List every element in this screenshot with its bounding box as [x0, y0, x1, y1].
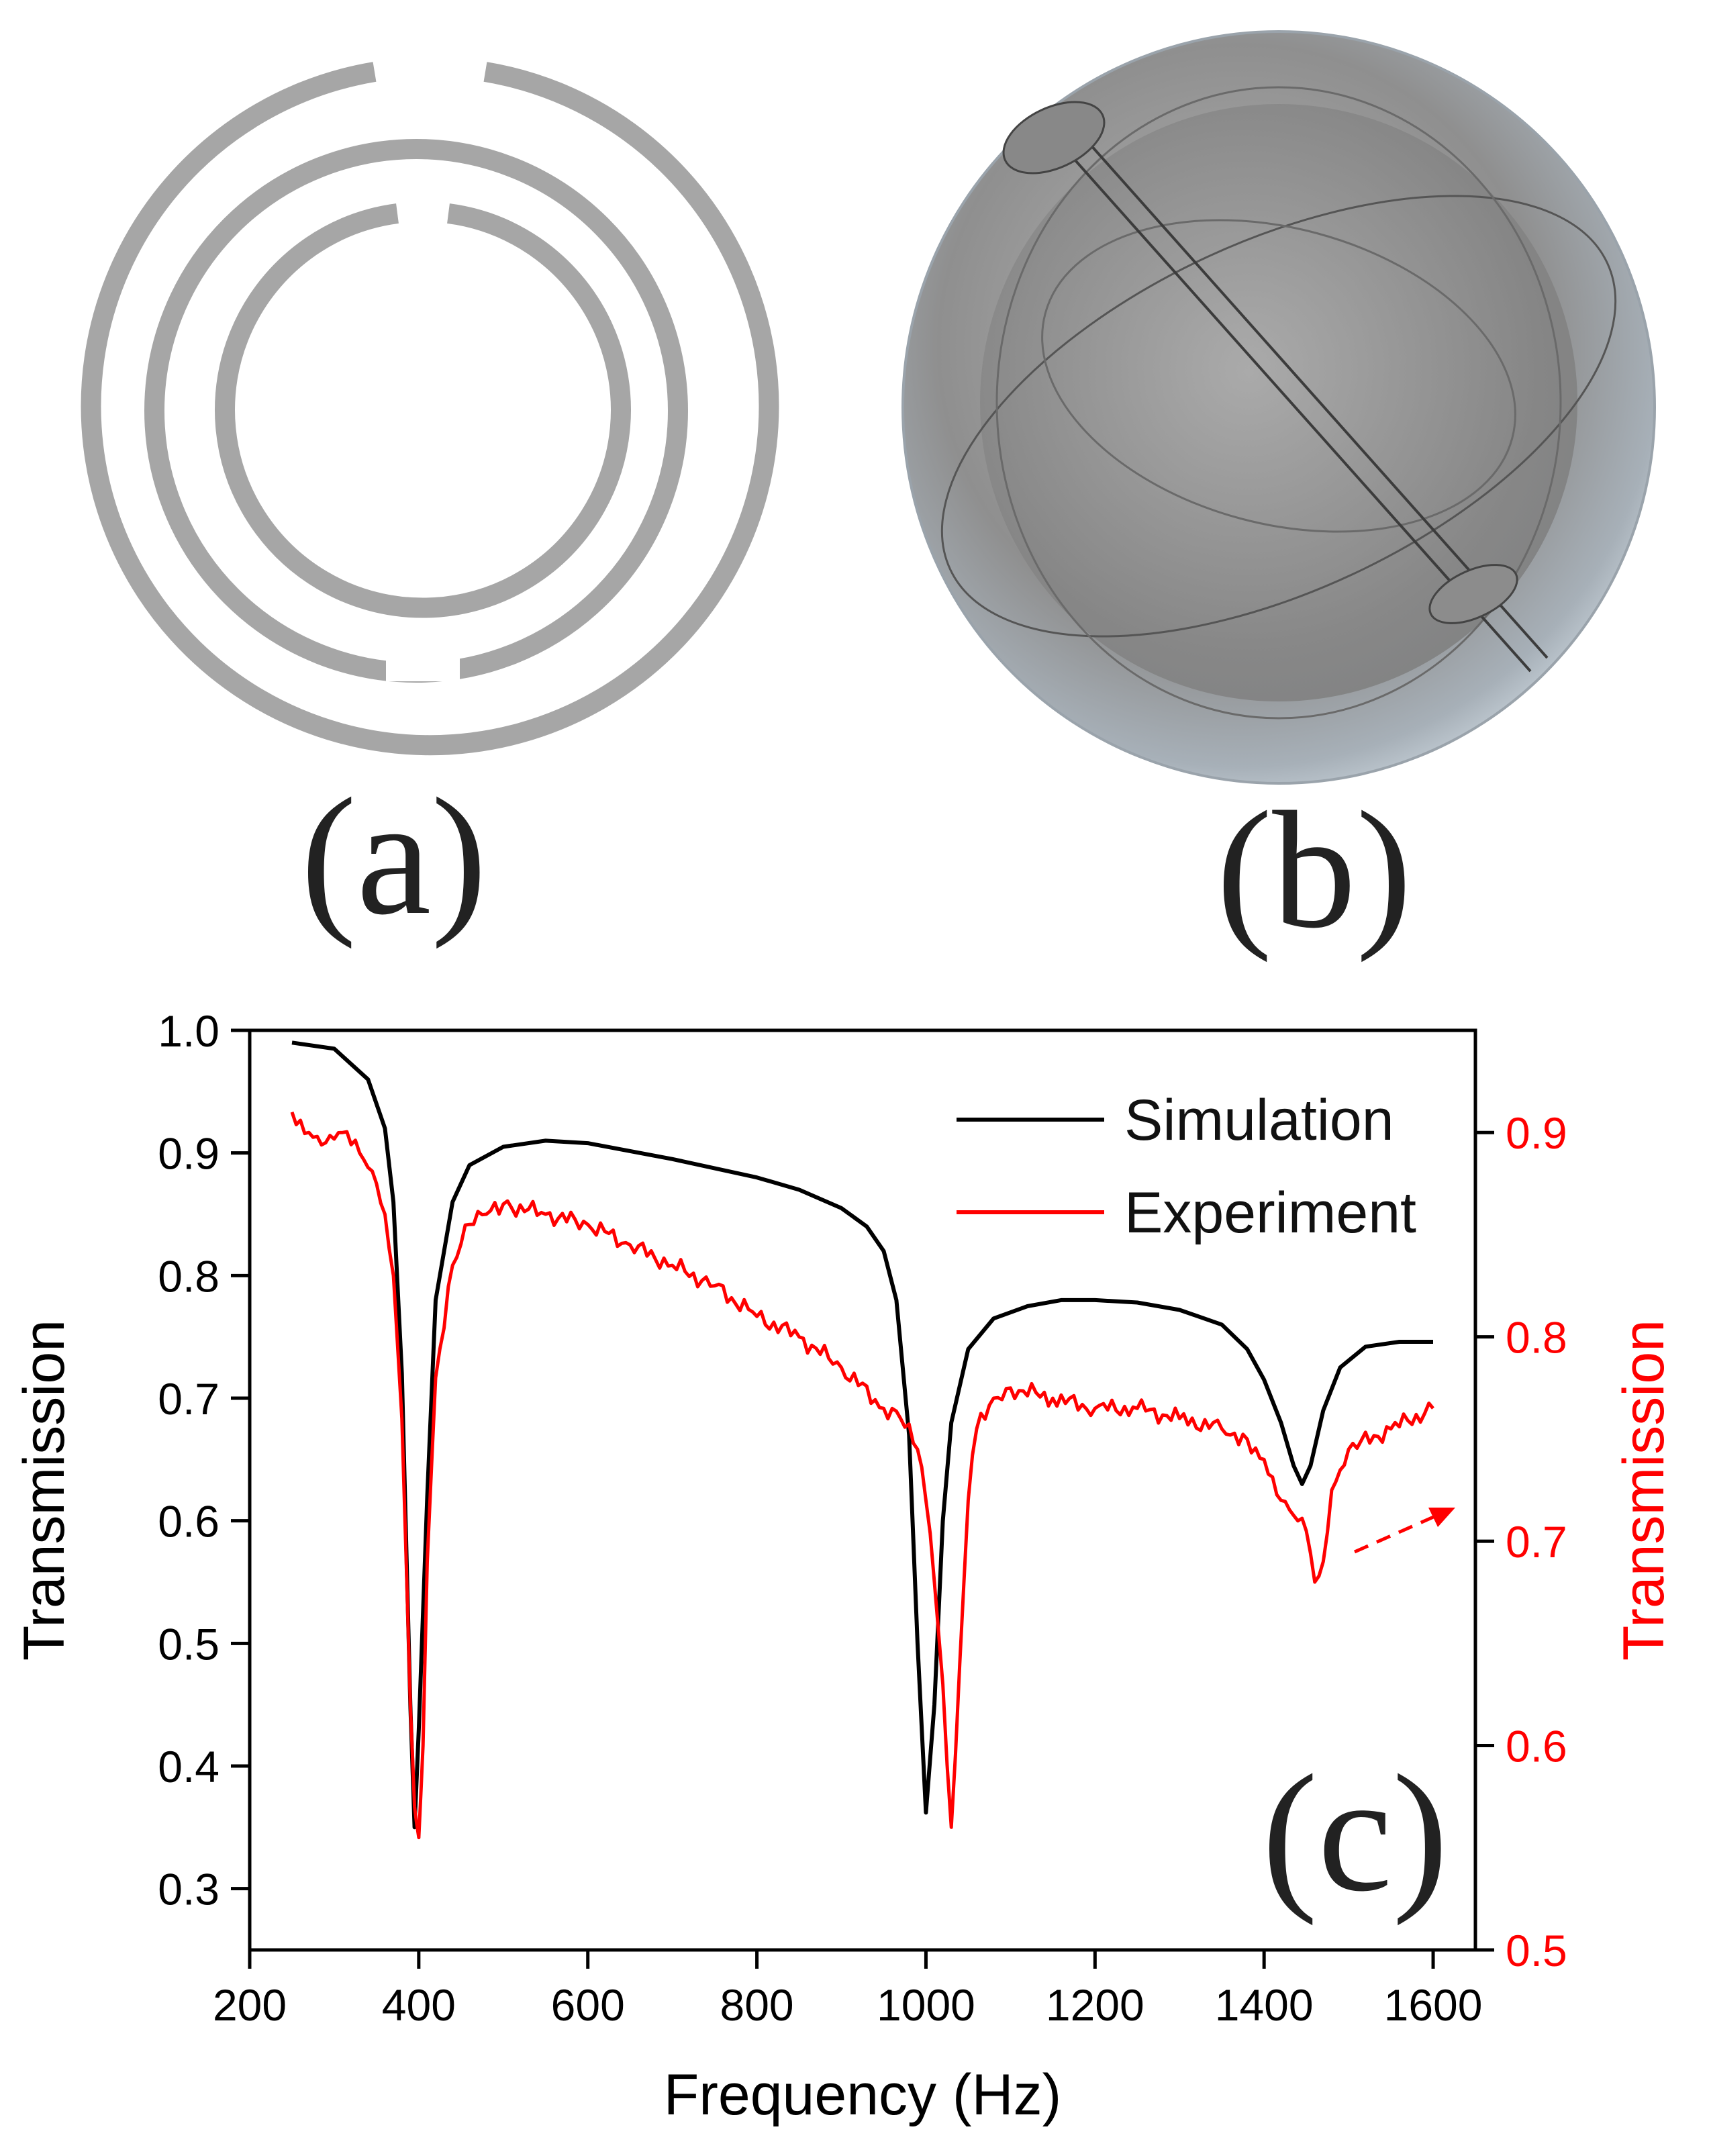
- sphere-port-top: [1002, 101, 1106, 175]
- x-tick-label: 400: [382, 1980, 456, 2030]
- y-right-tick-label: 0.6: [1506, 1722, 1567, 1771]
- y-axis-left-title: Transmission: [12, 1320, 77, 1661]
- panel-label-c: (c): [1262, 1741, 1448, 1926]
- panel-label-b: (b): [1216, 777, 1412, 963]
- annotation-arrow: [1353, 1508, 1455, 1554]
- sphere-orbit-3: [1041, 219, 1516, 533]
- y-left-tick-label: 0.4: [158, 1742, 219, 1792]
- y-right-tick-label: 0.8: [1506, 1313, 1567, 1363]
- y-axis-right-title: Transmission: [1612, 1320, 1676, 1661]
- y-left-tick-label: 0.3: [158, 1865, 219, 1914]
- x-tick-label: 800: [720, 1980, 794, 2030]
- y-left-tick-label: 0.9: [158, 1129, 219, 1179]
- panel-a: (a): [81, 62, 779, 950]
- split-ring-inner: [215, 203, 631, 618]
- x-tick-label: 1200: [1046, 1980, 1144, 2030]
- sphere-channel-line-2: [1056, 106, 1549, 659]
- series-line-experiment: [290, 1112, 1434, 1840]
- plot-frame: [248, 1028, 1477, 1952]
- y-right-tick-label: 0.5: [1506, 1926, 1567, 1975]
- y-right-tick-label: 0.7: [1506, 1517, 1567, 1567]
- sphere-inner-cavity: [980, 104, 1577, 701]
- sphere-orbit-1: [940, 195, 1617, 638]
- x-axis-title: Frequency (Hz): [664, 2063, 1062, 2127]
- y-left-tick-label: 0.8: [158, 1251, 219, 1301]
- split-ring-outer: [81, 62, 779, 756]
- panel-label-a: (a): [301, 764, 487, 950]
- y-right-tick-label: 0.9: [1506, 1108, 1567, 1158]
- panel-c: 200 400 600 800 1000 1200 1400 1600 0.30.40.50.…: [12, 1006, 1676, 2127]
- legend-label-experiment: Experiment: [1124, 1181, 1416, 1245]
- panel-b: (b): [901, 30, 1656, 963]
- x-tick-label: 600: [551, 1980, 625, 2030]
- y-left-tick-label: 0.6: [158, 1497, 219, 1547]
- legend: Simulation Experiment: [957, 1088, 1416, 1245]
- series-line-simulation: [291, 1040, 1433, 1830]
- y-left-tick-label: 0.5: [158, 1619, 219, 1669]
- y-axis-left: 0.3 0.4 0.5 0.6 0.7 0.8 0.9 1.0: [158, 1006, 250, 1914]
- x-tick-label: 1000: [877, 1980, 975, 2030]
- sphere-port-bottom: [1428, 564, 1518, 624]
- x-tick-label: 200: [213, 1980, 287, 2030]
- x-tick-label: 1400: [1215, 1980, 1314, 2030]
- y-axis-right: 0.5 0.6 0.7 0.8 0.9: [1475, 1108, 1567, 1975]
- sphere-channel-line-1: [1036, 116, 1532, 673]
- x-axis: 200 400 600 800 1000 1200 1400 1600: [213, 1950, 1483, 2030]
- x-tick-label: 1600: [1384, 1980, 1483, 2030]
- y-left-tick-label: 1.0: [158, 1006, 219, 1056]
- y-left-tick-label: 0.7: [158, 1374, 219, 1424]
- legend-label-simulation: Simulation: [1124, 1088, 1394, 1153]
- sphere-orbit-2: [995, 86, 1562, 720]
